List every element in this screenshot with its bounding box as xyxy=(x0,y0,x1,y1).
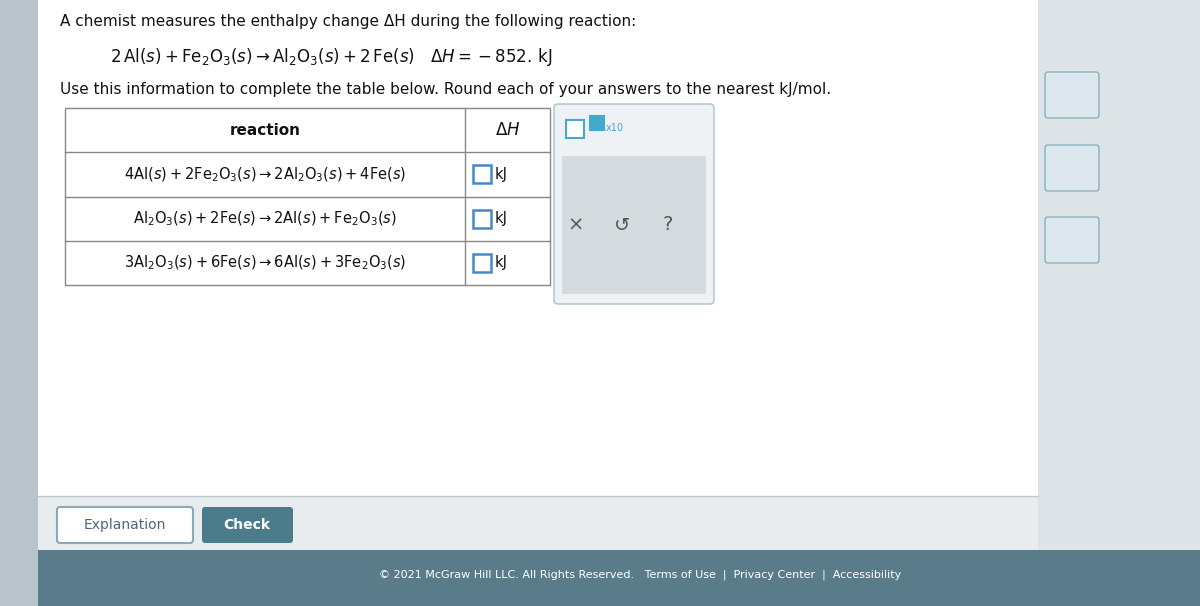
Text: Explanation: Explanation xyxy=(84,518,166,532)
Bar xyxy=(590,116,604,130)
FancyBboxPatch shape xyxy=(1045,145,1099,191)
Bar xyxy=(65,108,550,285)
Bar xyxy=(473,254,491,272)
Text: $4\mathrm{Al}(s) + 2\mathrm{Fe_2O_3}(s) \rightarrow 2\mathrm{Al_2O_3}(s) + 4\mat: $4\mathrm{Al}(s) + 2\mathrm{Fe_2O_3}(s) … xyxy=(124,165,406,184)
Text: x10: x10 xyxy=(606,123,624,133)
Text: $\mathrm{Al_2O_3}(s) + 2\mathrm{Fe}(s) \rightarrow 2\mathrm{Al}(s) + \mathrm{Fe_: $\mathrm{Al_2O_3}(s) + 2\mathrm{Fe}(s) \… xyxy=(133,210,397,228)
Text: reaction: reaction xyxy=(229,122,300,138)
Bar xyxy=(562,156,706,294)
Text: $3\mathrm{Al_2O_3}(s) + 6\mathrm{Fe}(s) \rightarrow 6\mathrm{Al}(s) + 3\mathrm{F: $3\mathrm{Al_2O_3}(s) + 6\mathrm{Fe}(s) … xyxy=(124,254,406,272)
Text: Use this information to complete the table below. Round each of your answers to : Use this information to complete the tab… xyxy=(60,82,832,97)
Text: kJ: kJ xyxy=(496,255,508,270)
Text: $2\,\mathrm{Al}(s) + \mathrm{Fe_2O_3}(s)\rightarrow\mathrm{Al_2O_3}(s) + 2\,\mat: $2\,\mathrm{Al}(s) + \mathrm{Fe_2O_3}(s)… xyxy=(110,46,415,67)
Bar xyxy=(38,496,1038,550)
Bar xyxy=(473,165,491,184)
FancyBboxPatch shape xyxy=(1045,217,1099,263)
Bar xyxy=(38,0,1078,496)
Text: $\Delta H=-852.\,\mathrm{kJ}$: $\Delta H=-852.\,\mathrm{kJ}$ xyxy=(430,46,552,68)
Text: ↺: ↺ xyxy=(614,216,630,235)
FancyBboxPatch shape xyxy=(202,507,293,543)
Text: $\Delta H$: $\Delta H$ xyxy=(494,121,521,139)
FancyBboxPatch shape xyxy=(554,104,714,304)
Text: © 2021 McGraw Hill LLC. All Rights Reserved.   Terms of Use  |  Privacy Center  : © 2021 McGraw Hill LLC. All Rights Reser… xyxy=(379,570,901,581)
Bar xyxy=(0,0,38,606)
Bar xyxy=(473,210,491,228)
Text: A chemist measures the enthalpy change ΔH during the following reaction:: A chemist measures the enthalpy change Δ… xyxy=(60,14,636,29)
Text: Check: Check xyxy=(223,518,270,532)
Text: kJ: kJ xyxy=(496,167,508,182)
FancyBboxPatch shape xyxy=(58,507,193,543)
Bar xyxy=(38,550,1200,606)
Bar xyxy=(566,120,584,138)
Text: ?: ? xyxy=(662,216,673,235)
Text: ×: × xyxy=(568,216,584,235)
Bar xyxy=(1038,0,1200,496)
Text: kJ: kJ xyxy=(496,211,508,226)
FancyBboxPatch shape xyxy=(1045,72,1099,118)
